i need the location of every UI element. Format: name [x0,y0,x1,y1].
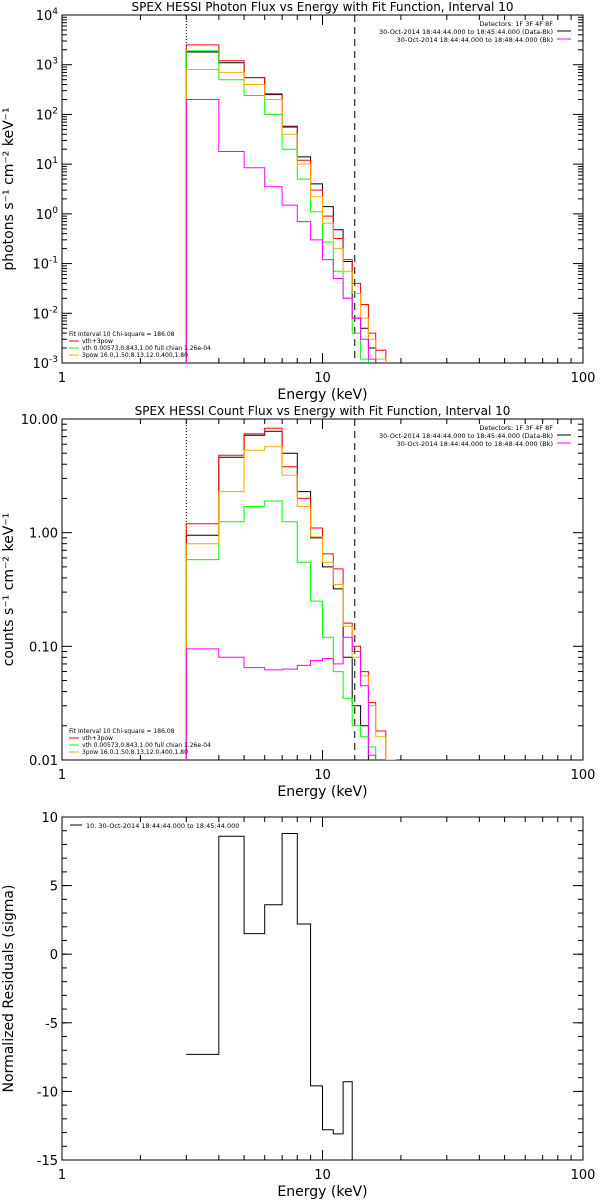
series-line-bk [185,99,377,363]
y-tick-exponent: 3 [52,57,58,67]
y-tick-exponent: -2 [49,305,58,315]
y-tick-label: 102 [36,106,58,123]
x-axis-label: Energy (keV) [277,387,367,403]
y-tick-exponent: 0 [52,206,58,216]
x-tick-label: 100 [571,1168,596,1183]
y-axis-label: Normalized Residuals (sigma) [1,885,17,1093]
legend-entry: 30-Oct-2014 18:44:44.000 to 18:45:44.000… [379,28,553,36]
y-tick-label: 0 [50,948,58,963]
y-tick-base: 10 [36,108,53,123]
legend-top-right: 10. 30-Oct-2014 18:44:44.000 to 18:45:44… [70,822,239,830]
x-axis: 1 10 100 [58,817,596,1183]
y-tick-label: 5 [50,880,58,895]
series-line-total [185,427,387,760]
x-tick-label: 10 [314,1168,331,1183]
x-tick-label: 100 [571,768,596,783]
legend-entry: vth 0.00573,0.843,1.00 full chian 1.26e-… [82,345,211,352]
y-tick-label: 0.10 [29,640,58,655]
legend-bottom-left: Fit Interval 10 Chi-square = 186.08vth+3… [69,331,211,359]
legend-entry: Detectors: 1F 3F 4F 8F [479,20,553,28]
y-tick-label: 101 [36,156,58,173]
y-tick-base: 10 [36,9,53,24]
x-tick-label: 100 [571,371,596,386]
legend-entry: Fit Interval 10 Chi-square = 186.08 [69,331,175,338]
y-tick-label: 10 [41,811,58,826]
y-tick-exponent: 1 [52,156,58,166]
y-axis: -15 -10 -5 0 5 10 [37,811,583,1169]
legend-entry: vth 0.00573,0.843,1.00 full chian 1.26e-… [82,742,211,749]
y-axis-label: counts s⁻¹ cm⁻² keV⁻¹ [1,513,17,667]
y-tick-label: -10 [37,1085,58,1100]
y-axis: 0.01 0.10 1.00 10.00 [21,413,583,769]
chart-panel-1: SPEX HESSI Photon Flux vs Energy with Fi… [1,0,595,403]
y-tick-base: 10 [36,59,53,74]
series-line-pow [185,446,396,760]
y-tick-label: 10-3 [32,355,58,372]
y-tick-base: 10 [32,307,49,322]
y-tick-exponent: 4 [52,7,58,17]
legend-entry: 30-Oct-2014 18:44:44.000 to 18:48:44.000… [397,440,553,448]
y-tick-label: 1.00 [29,527,58,542]
series-line-total [185,44,387,363]
y-tick-label: 10-1 [32,256,58,273]
legend-entry: 30-Oct-2014 18:44:44.000 to 18:48:44.000… [397,36,553,44]
series-line-data-bk [185,430,369,760]
y-tick-label: 10-2 [32,305,58,322]
x-axis-label: Energy (keV) [277,1184,367,1200]
y-tick-base: 10 [32,357,49,372]
y-tick-label: -5 [45,1017,58,1032]
x-tick-label: 10 [314,768,331,783]
series-group [186,833,353,1160]
chart-panel-2: SPEX HESSI Count Flux vs Energy with Fit… [1,404,595,800]
series-line-thermal [185,50,369,363]
legend-bottom-left: Fit Interval 10 Chi-square = 186.08vth+3… [69,728,211,756]
y-tick-label: 0.01 [29,754,58,769]
legend-entry: vth+3pow [82,338,113,345]
y-tick-label: 10.00 [21,413,58,428]
series-group [185,427,396,760]
y-tick-exponent: -3 [49,355,58,365]
x-tick-label: 1 [58,371,66,386]
y-tick-exponent: 2 [52,106,58,116]
series-line-pow [185,69,387,363]
x-tick-label: 1 [58,768,66,783]
legend-entry: 3pow 16.0,1.50,8.13,12.0,400,1.80 [82,749,188,756]
series-line-bk [185,636,377,760]
legend-entry: 30-Oct-2014 18:44:44.000 to 18:45:44.000… [379,432,553,440]
series-line-residuals [186,833,353,1160]
y-tick-base: 10 [36,158,53,173]
x-axis-label: Energy (keV) [277,784,367,800]
chart-title: SPEX HESSI Count Flux vs Energy with Fit… [135,404,511,418]
series-line-data-bk [185,51,377,363]
y-tick-base: 10 [32,258,49,273]
y-tick-label: -15 [37,1154,58,1169]
y-tick-label: 104 [36,7,59,24]
series-group [185,44,387,363]
y-tick-exponent: -1 [49,256,58,266]
legend-entry: Detectors: 1F 3F 4F 8F [479,424,553,432]
legend-entry: vth+3pow [82,735,113,742]
x-axis: 1 10 100 [58,15,596,386]
plot-frame [61,418,584,761]
x-tick-label: 1 [58,1168,66,1183]
chart-title: SPEX HESSI Photon Flux vs Energy with Fi… [132,0,514,14]
legend-entry: 10. 30-Oct-2014 18:44:44.000 to 18:45:44… [86,822,239,830]
y-tick-label: 100 [36,206,59,223]
series-line-thermal [185,500,377,760]
y-axis-label: photons s⁻¹ cm⁻² keV⁻¹ [1,107,17,270]
legend-entry: Fit Interval 10 Chi-square = 186.08 [69,728,175,735]
y-tick-base: 10 [36,208,53,223]
y-tick-label: 103 [36,57,58,74]
x-axis: 1 10 100 [58,419,596,783]
x-tick-label: 10 [314,371,331,386]
chart-panel-3: 1 10 100 Energy (keV) -15 -10 -5 0 5 10 Normalized… [1,811,595,1200]
legend-entry: 3pow 16.0,1.50,8.13,12.0,400,1.80 [82,352,188,359]
